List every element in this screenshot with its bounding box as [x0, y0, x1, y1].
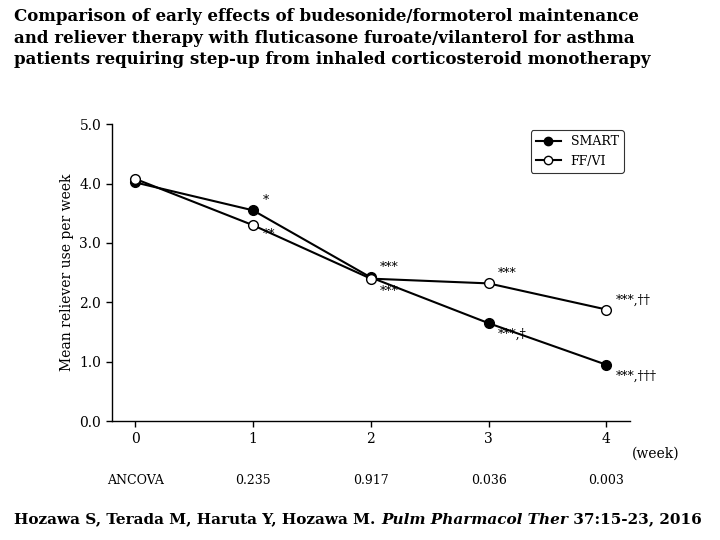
Text: **: **: [262, 228, 275, 241]
Text: ***: ***: [380, 261, 399, 274]
Text: ***,†††: ***,†††: [616, 369, 657, 382]
Text: 0.235: 0.235: [235, 474, 271, 487]
Text: 0.003: 0.003: [588, 474, 624, 487]
Text: *: *: [262, 194, 269, 207]
Text: ***,†: ***,†: [498, 328, 527, 341]
Text: ***: ***: [380, 285, 399, 298]
Text: Comparison of early effects of budesonide/formoterol maintenance: Comparison of early effects of budesonid…: [14, 8, 639, 25]
Text: ***: ***: [498, 267, 517, 280]
Text: (week): (week): [631, 446, 679, 460]
Text: 0.036: 0.036: [471, 474, 507, 487]
Y-axis label: Mean reliever use per week: Mean reliever use per week: [60, 174, 73, 372]
Text: patients requiring step-up from inhaled corticosteroid monotherapy: patients requiring step-up from inhaled …: [14, 51, 651, 68]
Text: 37:15-23, 2016: 37:15-23, 2016: [568, 512, 702, 526]
Legend: SMART, FF/VI: SMART, FF/VI: [531, 131, 624, 173]
Text: and reliever therapy with fluticasone furoate/vilanterol for asthma: and reliever therapy with fluticasone fu…: [14, 30, 635, 46]
Text: Hozawa S, Terada M, Haruta Y, Hozawa M.: Hozawa S, Terada M, Haruta Y, Hozawa M.: [14, 512, 381, 526]
Text: ANCOVA: ANCOVA: [107, 474, 163, 487]
Text: Pulm Pharmacol Ther: Pulm Pharmacol Ther: [381, 512, 568, 526]
Text: ***,††: ***,††: [616, 294, 651, 307]
Text: 0.917: 0.917: [353, 474, 389, 487]
